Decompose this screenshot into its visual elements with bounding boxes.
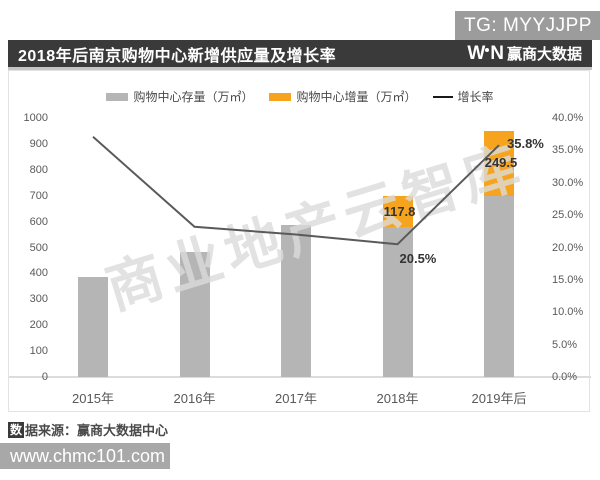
right-axis-tick: 25.0% [552,209,584,222]
right-axis-tick: 40.0% [552,112,584,124]
right-axis-tick: 10.0% [552,306,584,319]
bar-stock-2016年 [179,251,210,377]
right-axis-tick: 15.0% [552,273,584,286]
win-logo-text: 赢商大数据 [506,46,582,63]
legend-item-stock: 购物中心存量（万㎡） [106,88,253,105]
legend-item-growth: 增长率 [432,88,494,105]
right-axis-tick: 20.0% [552,241,584,254]
x-axis-label-2015年: 2015年 [72,391,114,406]
left-axis-tick: 700 [29,189,48,202]
x-axis-line [9,376,591,378]
bar-value-label: 117.8 [383,203,416,219]
x-axis-label-2019年后: 2019年后 [471,391,527,406]
right-axis-tick: 5.0% [552,338,578,351]
bar-stock-2018年 [382,226,413,377]
bar-value-label: 249.5 [484,155,518,171]
x-axis-label-2017年: 2017年 [275,391,317,406]
x-axis-label-2018年: 2018年 [376,391,419,406]
right-axis-tick: 35.0% [552,144,584,157]
bar-stock-2019年后 [484,195,514,377]
page-title: 2018年后南京购物中心新增供应量及增长率 [18,47,337,65]
right-axis-tick: 30.0% [552,176,584,189]
chart-legend: 购物中心存量（万㎡） 购物中心增量（万㎡） 增长率 [0,88,600,105]
left-axis-tick: 200 [29,319,48,332]
legend-label-stock: 购物中心存量（万㎡） [133,90,254,104]
data-source-note: 数 据来源：赢商大数据中心 [8,421,168,438]
x-axis-label-2016年: 2016年 [173,391,216,406]
tg-channel-badge: TG: MYYJJPP [455,11,600,40]
left-axis-tick: 0 [41,371,48,383]
footer-url-bar: www.chmc101.com [0,443,170,469]
left-axis-tick: 900 [29,137,48,150]
increment-swatch-icon [269,92,292,101]
source-text: 据来源：赢商大数据中心 [25,423,169,438]
stock-swatch-icon [106,92,129,101]
legend-label-increment: 购物中心增量（万㎡） [296,90,417,104]
growth-value-label: 35.8% [507,136,544,152]
legend-label-growth: 增长率 [457,90,494,104]
title-bar-shadow [8,67,592,70]
legend-item-increment: 购物中心增量（万㎡） [269,88,417,105]
growth-value-label: 20.5% [399,251,437,267]
left-axis-tick: 1000 [23,112,48,124]
right-axis-tick: 0.0% [552,371,578,383]
left-axis-tick: 600 [29,215,48,228]
left-axis-tick: 300 [29,293,48,306]
logo-dot-icon [485,47,490,52]
bar-stock-2017年 [281,225,311,377]
left-axis-tick: 500 [29,241,48,254]
source-badge-char: 数 [8,421,25,438]
left-axis-tick: 100 [29,345,48,358]
left-axis-tick: 400 [29,267,48,280]
growth-line-swatch-icon [432,95,453,98]
bar-stock-2015年 [78,277,108,377]
left-axis-tick: 800 [29,163,48,176]
